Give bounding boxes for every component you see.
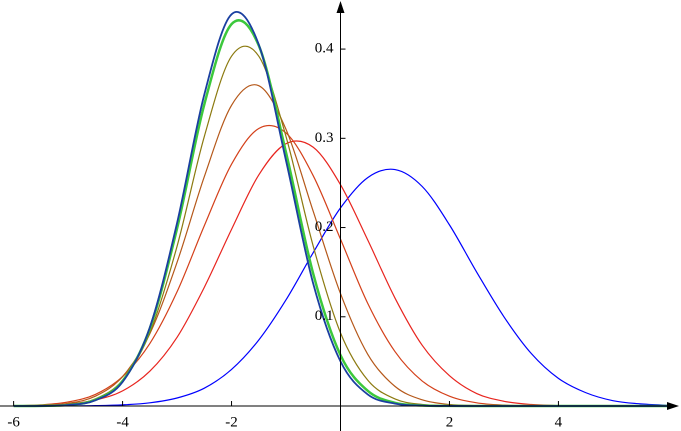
x-tick-label: 2 (446, 414, 454, 430)
y-tick-label: 0.2 (315, 219, 334, 235)
x-tick-label: -4 (116, 414, 129, 430)
x-axis-arrow (667, 402, 679, 411)
y-tick-label: 0.1 (315, 308, 334, 324)
y-tick-label: 0.3 (315, 130, 334, 146)
x-tick-label: -2 (225, 414, 238, 430)
x-tick-label: 4 (555, 414, 563, 430)
y-axis-arrow (336, 1, 345, 13)
x-tick-label: -6 (7, 414, 20, 430)
y-tick-label: 0.4 (315, 41, 334, 57)
